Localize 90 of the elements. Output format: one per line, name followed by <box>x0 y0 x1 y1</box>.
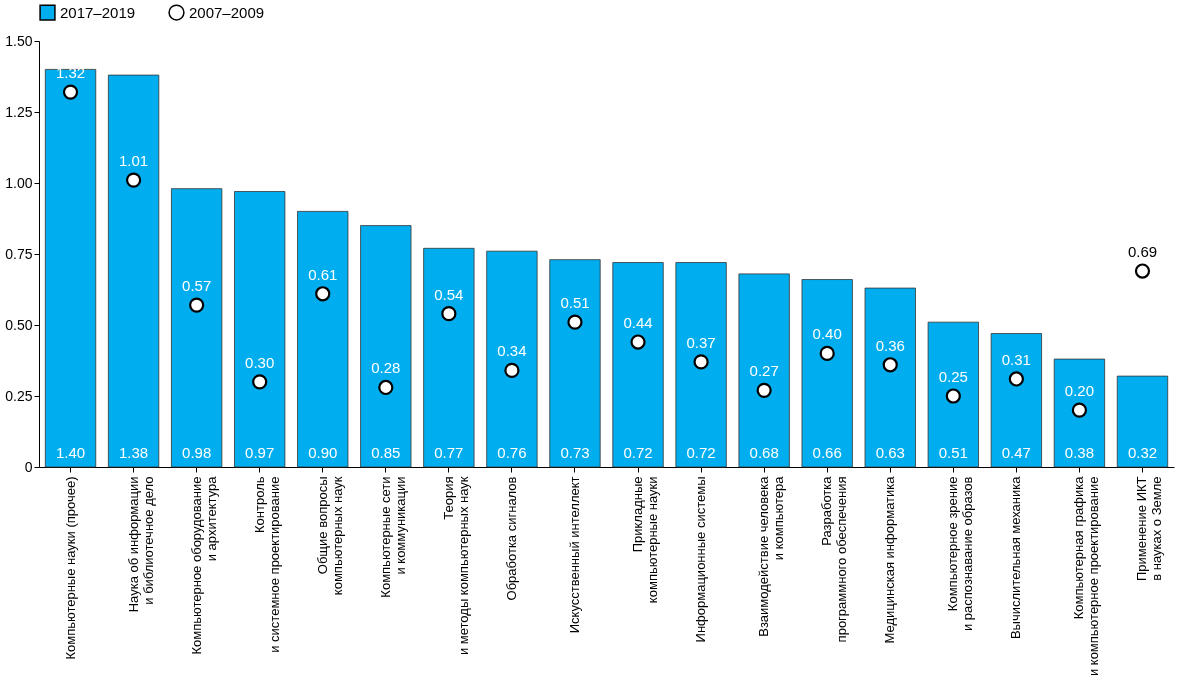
y-tick-label: 1.25 <box>5 103 33 120</box>
data-label: 0.47 <box>1001 444 1031 461</box>
data-label: 0.32 <box>1127 444 1158 461</box>
point <box>567 314 583 330</box>
data-label: 1.32 <box>55 64 86 82</box>
data-label: 0.63 <box>875 444 905 461</box>
point <box>1134 263 1151 279</box>
point <box>441 306 457 322</box>
x-tick-label: Обработка сигналов <box>503 476 519 601</box>
point <box>378 379 394 396</box>
bar <box>612 262 664 468</box>
data-label: 0.51 <box>560 294 590 312</box>
data-label: 0.98 <box>182 444 212 461</box>
data-label: 0.28 <box>371 359 401 377</box>
y-tick-label: 0.50 <box>5 316 33 333</box>
point <box>882 357 898 373</box>
point <box>252 374 268 390</box>
legend-label: 2017–2019 <box>60 3 136 21</box>
data-label: 0.54 <box>434 285 464 303</box>
point <box>1071 402 1088 418</box>
data-label: 0.85 <box>371 444 401 461</box>
x-tick-label: Наука об информации и библиотечное дело <box>125 476 156 613</box>
data-label: 0.40 <box>812 325 842 343</box>
bar <box>297 211 349 468</box>
x-tick-label: Компьютерные науки (прочее) <box>62 476 78 660</box>
y-tick-label: 1.00 <box>5 174 33 191</box>
data-label: 0.66 <box>812 444 842 461</box>
legend-label: 2007–2009 <box>189 3 265 21</box>
data-label: 0.31 <box>1001 350 1031 368</box>
data-label: 0.38 <box>1064 444 1095 461</box>
data-label: 0.68 <box>749 444 779 461</box>
bar <box>1116 375 1169 468</box>
bar <box>44 69 97 468</box>
data-label: 0.37 <box>686 333 716 351</box>
point <box>693 354 709 370</box>
bar <box>801 279 853 468</box>
data-label: 0.77 <box>434 444 464 461</box>
data-label: 0.20 <box>1064 382 1095 400</box>
point <box>945 388 961 404</box>
x-tick-label: Взаимодействие человека и компьютера <box>756 475 787 637</box>
bar <box>234 191 286 468</box>
y-tick-label: 0.25 <box>5 387 33 404</box>
bar <box>864 287 916 468</box>
y-tick-label: 1.50 <box>5 32 33 49</box>
data-label: 1.38 <box>118 444 149 461</box>
point <box>189 297 205 313</box>
point <box>819 345 835 362</box>
data-label: 0.72 <box>623 444 653 461</box>
data-label: 0.90 <box>308 444 338 461</box>
bar <box>927 321 979 468</box>
point <box>756 382 772 398</box>
point <box>125 172 142 188</box>
bar <box>486 250 538 468</box>
data-label: 0.30 <box>245 353 275 371</box>
data-label: 0.73 <box>560 444 590 461</box>
bar <box>423 247 475 468</box>
data-label: 0.61 <box>308 265 338 283</box>
data-label: 0.69 <box>1127 243 1158 261</box>
data-label: 0.34 <box>497 342 527 360</box>
point <box>315 286 331 302</box>
x-tick-label: Прикладные компьютерные науки <box>630 476 661 604</box>
bar <box>675 262 727 468</box>
bar <box>1053 358 1106 468</box>
data-label: 0.97 <box>245 444 275 461</box>
data-label: 0.72 <box>686 444 716 461</box>
point <box>504 362 520 379</box>
x-tick-label: Вычислительная механика <box>1008 475 1024 640</box>
data-label: 0.25 <box>938 368 968 385</box>
bar <box>738 273 790 468</box>
x-tick-label: Медицинская информатика <box>882 475 898 644</box>
data-label: 0.57 <box>182 277 212 295</box>
data-label: 0.36 <box>875 336 905 354</box>
bar <box>990 333 1042 468</box>
y-tick-label: 0 <box>24 458 33 475</box>
y-tick-label: 0.75 <box>5 245 33 262</box>
x-tick-label: Искусственный интеллект <box>566 476 582 634</box>
data-label: 0.51 <box>938 444 968 461</box>
data-label: 1.01 <box>118 152 149 170</box>
data-label: 1.40 <box>55 444 86 461</box>
point <box>630 334 646 350</box>
point <box>1008 371 1024 387</box>
bar <box>360 225 412 468</box>
bar <box>549 259 601 468</box>
bar <box>107 74 160 468</box>
data-label: 0.44 <box>623 314 653 332</box>
bar <box>171 188 223 468</box>
data-label: 0.76 <box>497 444 527 461</box>
x-tick-label: Информационные системы <box>693 476 709 643</box>
point <box>62 84 79 100</box>
data-label: 0.27 <box>749 362 779 380</box>
